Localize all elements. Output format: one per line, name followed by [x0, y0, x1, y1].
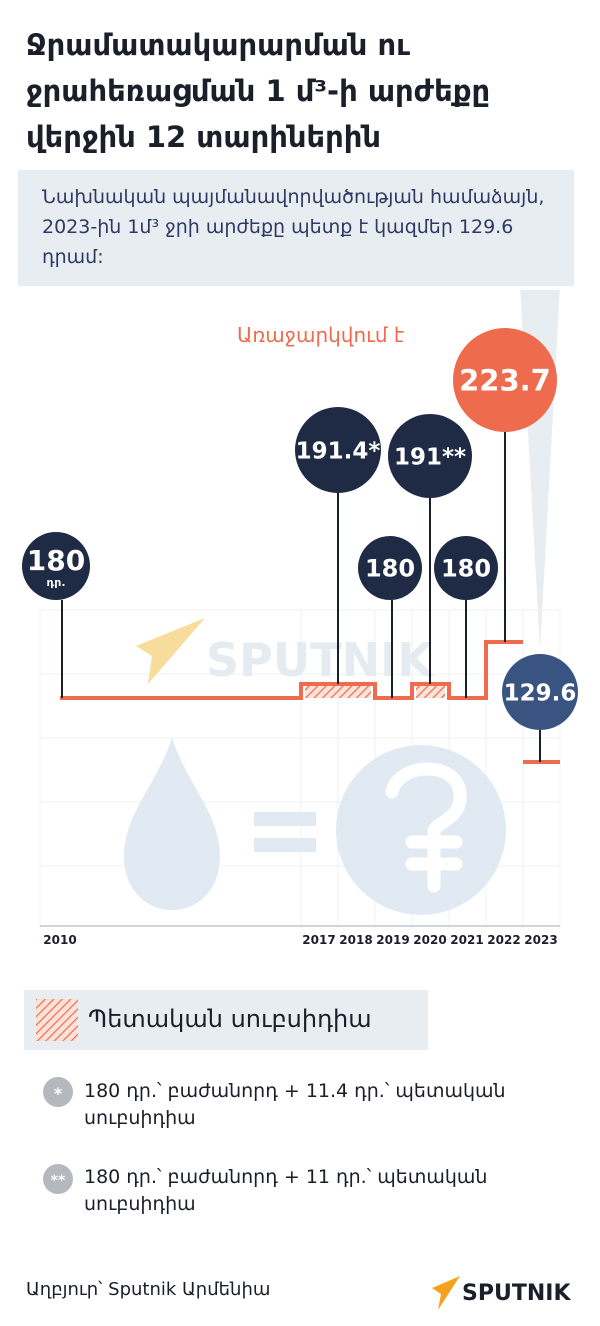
- equals-icon: [254, 812, 316, 826]
- chart-title: Ջրամատակարարման ու ջրահեռացման 1 մ³-ի ար…: [26, 28, 491, 154]
- x-tick-labels: 2010 2017 2018 2019 2020 2021 2022 2023: [43, 933, 557, 947]
- value-label: 191.4*: [296, 438, 381, 464]
- footnote-text: 180 դր.՝ բաժանորդ + 11.4 դր.՝ պետական սո…: [84, 1080, 506, 1129]
- sputnik-watermark: SPUTNIK: [136, 618, 435, 687]
- x-tick-label: 2010: [43, 933, 76, 947]
- value-label: 180: [365, 555, 415, 583]
- x-tick-label: 2019: [376, 933, 409, 947]
- value-label: 180: [27, 544, 85, 577]
- value-label: 223.7: [459, 363, 551, 397]
- value-bubble: [453, 328, 557, 432]
- subsidy-area: [305, 684, 371, 698]
- x-tick-label: 2017: [302, 933, 335, 947]
- value-bubble: [388, 414, 472, 498]
- subsidy-hatch-swatch: [36, 999, 78, 1041]
- footnote-text: 180 դր.՝ բաժանորդ + 11 դր.՝ պետական սուբ…: [84, 1166, 488, 1215]
- legend-box: [24, 990, 428, 1050]
- sputnik-watermark-text: SPUTNIK: [206, 633, 435, 687]
- legend-subsidy-label: Պետական սուբսիդիա: [88, 1005, 372, 1033]
- note-box: [18, 170, 574, 286]
- price-step-line: [60, 640, 523, 700]
- water-drop-icon: [124, 738, 220, 910]
- water-price-chart: SPUTNIK 180դր.191.4*180191**180223.7129.…: [22, 290, 578, 947]
- proposed-label: Առաջարկվում է: [237, 323, 404, 347]
- note-text: Նախնական պայմանավորվածության համաձայն, 2…: [42, 186, 545, 268]
- sputnik-arrow-icon: [136, 618, 205, 684]
- value-bubble: [358, 536, 422, 600]
- value-label: 180: [441, 555, 491, 583]
- value-bubble: [434, 536, 498, 600]
- source-text: Աղբյուր՝ Sputnik Արմենիա: [26, 1279, 271, 1300]
- value-label: 191**: [394, 444, 466, 470]
- footnote-badge: **: [43, 1164, 73, 1194]
- value-unit-label: դր.: [46, 576, 65, 589]
- value-bubble: [295, 407, 381, 493]
- x-tick-label: 2018: [339, 933, 372, 947]
- value-bubble: [22, 532, 90, 600]
- dram-glyph: [385, 762, 467, 893]
- x-tick-label: 2021: [450, 933, 483, 947]
- value-bubble: [502, 654, 578, 730]
- subsidy-area: [416, 684, 445, 698]
- sputnik-logo-arrow-icon: [432, 1276, 460, 1310]
- water-drop-dram-watermark: [124, 738, 506, 915]
- x-tick-label: 2023: [524, 933, 557, 947]
- x-tick-label: 2022: [487, 933, 520, 947]
- x-tick-label: 2020: [413, 933, 446, 947]
- value-label: 129.6: [504, 680, 577, 706]
- sputnik-logo: SPUTNIK: [432, 1276, 571, 1310]
- footnote-badge: *: [43, 1077, 73, 1107]
- logo-text: SPUTNIK: [462, 1281, 571, 1306]
